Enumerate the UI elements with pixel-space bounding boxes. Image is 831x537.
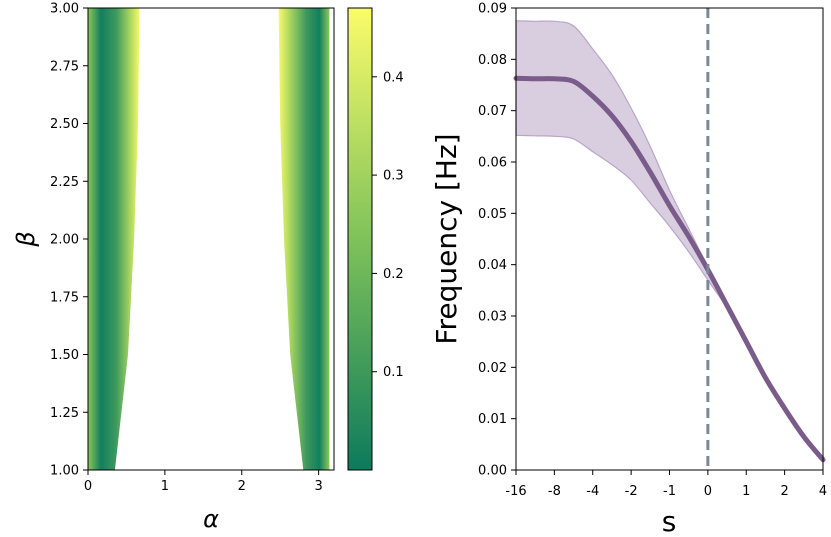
line-y-axis-label: Frequency [Hz] [430, 133, 463, 344]
line-x-tick-label: 2 [780, 484, 788, 499]
line-x-tick-label: 0 [704, 484, 712, 499]
heatmap-y-tick-label: 2.50 [50, 117, 79, 132]
heatmap-y-tick-label: 2.25 [50, 175, 79, 190]
heatmap-y-tick-label: 2.75 [50, 59, 79, 74]
line-x-tick-label: -2 [625, 484, 638, 499]
heatmap-x-tick-label: 1 [161, 479, 169, 494]
line-x-tick-label: 4 [819, 484, 827, 499]
heatmap-x-axis-label: α [203, 505, 219, 533]
line-y-tick-label: 0.03 [478, 310, 507, 325]
heatmap-y-axis-label: β [12, 231, 40, 247]
line-x-tick-label: -4 [586, 484, 599, 499]
heatmap-x-tick-label: 3 [314, 479, 322, 494]
line-y-tick-label: 0.01 [478, 412, 507, 427]
heatmap-region-left [88, 8, 140, 470]
line-y-tick-label: 0.07 [478, 104, 507, 119]
line-x-tick-label: -16 [505, 484, 526, 499]
colorbar-tick-label: 0.2 [383, 267, 404, 282]
line-y-tick-label: 0.05 [478, 207, 507, 222]
mean-frequency-line [513, 75, 826, 463]
heatmap-y-tick-label: 1.25 [50, 406, 79, 421]
line-x-ticks: -16 -8 -4 -2 -1 0 1 2 4 [505, 470, 827, 499]
heatmap-y-ticks: 1.00 1.25 1.50 1.75 2.00 2.25 2.50 2.75 3.00 [50, 2, 88, 479]
heatmap-y-tick-label: 1.50 [50, 348, 79, 363]
heatmap-region-right [278, 8, 330, 470]
line-x-tick-label: 1 [742, 484, 750, 499]
heatmap-x-tick-label: 2 [238, 479, 246, 494]
heatmap-x-tick-label: 0 [84, 479, 92, 494]
colorbar-tick-label: 0.4 [383, 70, 404, 85]
heatmap-panel: 0 1 2 3 1.00 1.25 1.50 1.75 2.00 2.25 2.50 2.75 3.0… [12, 2, 335, 533]
line-panel: -16 -8 -4 -2 -1 0 1 2 4 0.00 0.01 0.02 0.03 0.04 0.05… [430, 2, 827, 537]
line-x-tick-label: -1 [663, 484, 676, 499]
colorbar-ticks: 0.1 0.2 0.3 0.4 [372, 70, 404, 380]
line-y-tick-label: 0.06 [478, 156, 507, 171]
line-y-tick-label: 0.02 [478, 361, 507, 376]
heatmap-y-tick-label: 2.00 [50, 233, 79, 248]
colorbar-tick-label: 0.3 [383, 169, 404, 184]
line-y-tick-label: 0.00 [478, 464, 507, 479]
line-y-tick-label: 0.09 [478, 2, 507, 17]
line-y-ticks: 0.00 0.01 0.02 0.03 0.04 0.05 0.06 0.07 0.08 0.09 [478, 2, 516, 479]
heatmap-y-tick-label: 1.00 [50, 464, 79, 479]
line-x-axis-label: s [662, 505, 677, 537]
line-y-tick-label: 0.04 [478, 258, 507, 273]
heatmap-y-tick-label: 1.75 [50, 290, 79, 305]
heatmap-y-tick-label: 3.00 [50, 2, 79, 17]
colorbar-gradient [347, 7, 373, 471]
colorbar: 0.1 0.2 0.3 0.4 [347, 7, 404, 471]
line-x-tick-label: -8 [548, 484, 561, 499]
colorbar-tick-label: 0.1 [383, 365, 404, 380]
heatmap-regions [88, 8, 330, 470]
heatmap-x-ticks: 0 1 2 3 [84, 470, 323, 494]
line-y-tick-label: 0.08 [478, 53, 507, 68]
